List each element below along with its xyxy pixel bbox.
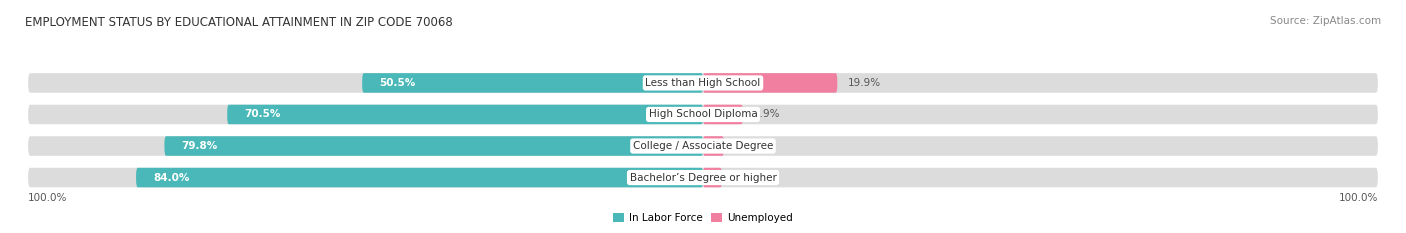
- FancyBboxPatch shape: [28, 73, 1378, 93]
- FancyBboxPatch shape: [703, 105, 742, 124]
- Text: Bachelor’s Degree or higher: Bachelor’s Degree or higher: [630, 173, 776, 182]
- Text: 100.0%: 100.0%: [1339, 193, 1378, 203]
- Text: 100.0%: 100.0%: [28, 193, 67, 203]
- Text: 5.9%: 5.9%: [754, 110, 779, 120]
- Legend: In Labor Force, Unemployed: In Labor Force, Unemployed: [609, 209, 797, 227]
- FancyBboxPatch shape: [228, 105, 703, 124]
- Text: Less than High School: Less than High School: [645, 78, 761, 88]
- FancyBboxPatch shape: [28, 105, 1378, 124]
- Text: 2.8%: 2.8%: [733, 173, 758, 182]
- Text: EMPLOYMENT STATUS BY EDUCATIONAL ATTAINMENT IN ZIP CODE 70068: EMPLOYMENT STATUS BY EDUCATIONAL ATTAINM…: [25, 16, 453, 29]
- FancyBboxPatch shape: [703, 168, 721, 187]
- Text: 79.8%: 79.8%: [181, 141, 218, 151]
- FancyBboxPatch shape: [165, 136, 703, 156]
- FancyBboxPatch shape: [703, 136, 724, 156]
- FancyBboxPatch shape: [28, 168, 1378, 187]
- Text: College / Associate Degree: College / Associate Degree: [633, 141, 773, 151]
- Text: 84.0%: 84.0%: [153, 173, 190, 182]
- FancyBboxPatch shape: [363, 73, 703, 93]
- FancyBboxPatch shape: [28, 136, 1378, 156]
- Text: 19.9%: 19.9%: [848, 78, 880, 88]
- Text: High School Diploma: High School Diploma: [648, 110, 758, 120]
- FancyBboxPatch shape: [703, 73, 838, 93]
- Text: 3.1%: 3.1%: [734, 141, 761, 151]
- Text: Source: ZipAtlas.com: Source: ZipAtlas.com: [1270, 16, 1381, 26]
- Text: 50.5%: 50.5%: [380, 78, 415, 88]
- Text: 70.5%: 70.5%: [245, 110, 280, 120]
- FancyBboxPatch shape: [136, 168, 703, 187]
